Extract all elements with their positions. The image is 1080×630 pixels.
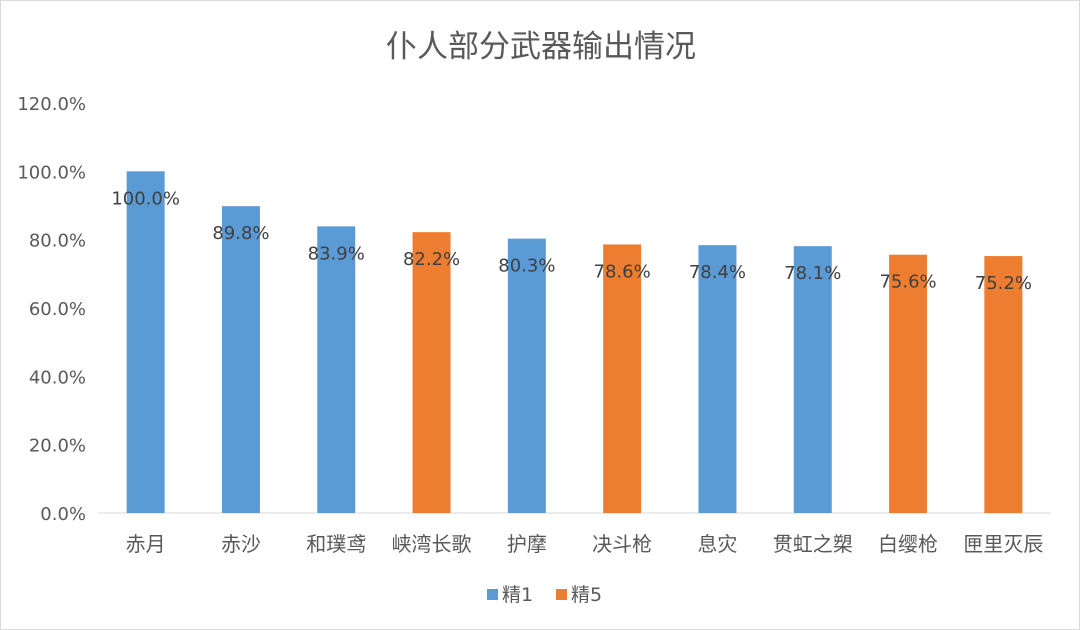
y-tick-label: 20.0% (29, 436, 86, 457)
legend: 精1 精5 (487, 584, 602, 606)
x-category-label: 决斗枪 (592, 532, 652, 556)
y-tick-label: 120.0% (17, 94, 86, 115)
bar (221, 206, 260, 513)
chart-title: 仆人部分武器输出情况 (386, 29, 696, 65)
x-category-label: 赤沙 (221, 532, 261, 556)
data-label: 78.1% (784, 263, 841, 284)
data-labels: 100.0% 89.8% 83.9% 82.2% 80.3% 78.6% 78.4% 78.1… (111, 188, 1032, 294)
bar (317, 226, 356, 513)
x-category-label: 赤月 (126, 532, 166, 556)
data-label: 82.2% (403, 249, 460, 270)
data-label: 78.6% (594, 261, 651, 282)
y-axis: 0.0% 20.0% 40.0% 60.0% 80.0% 100.0% 120.0% (17, 94, 86, 525)
x-category-label: 息灾 (697, 532, 737, 556)
data-label: 89.8% (212, 223, 269, 244)
data-label: 100.0% (111, 188, 180, 209)
y-tick-label: 60.0% (29, 299, 86, 320)
y-tick-label: 80.0% (29, 231, 86, 252)
legend-label: 精5 (571, 584, 602, 606)
legend-swatch (487, 589, 498, 600)
x-axis: 赤月 赤沙 和璞鸢 峡湾长歌 护摩 决斗枪 息灾 贯虹之槊 白缨枪 匣里灭辰 (98, 512, 1051, 556)
data-label: 75.2% (975, 273, 1032, 294)
legend-label: 精1 (502, 584, 533, 606)
legend-swatch (556, 589, 567, 600)
x-category-label: 和璞鸢 (306, 532, 366, 556)
x-category-label: 匣里灭辰 (963, 532, 1043, 556)
data-label: 80.3% (498, 256, 555, 277)
bar (126, 171, 165, 514)
bar (698, 245, 737, 513)
data-label: 75.6% (879, 272, 936, 293)
y-tick-label: 0.0% (40, 504, 86, 525)
bar (603, 244, 642, 513)
bar (793, 246, 832, 514)
x-category-label: 白缨枪 (878, 532, 938, 556)
x-category-label: 峡湾长歌 (392, 532, 472, 556)
x-category-label: 贯虹之槊 (773, 532, 853, 556)
bars (126, 171, 1023, 514)
y-tick-label: 100.0% (17, 162, 86, 183)
bar (412, 232, 451, 513)
bar (984, 256, 1023, 513)
x-category-label: 护摩 (507, 532, 547, 556)
data-label: 78.4% (689, 262, 746, 283)
bar (507, 238, 546, 513)
y-tick-label: 40.0% (29, 367, 86, 388)
bar (889, 254, 928, 513)
data-label: 83.9% (308, 243, 365, 264)
